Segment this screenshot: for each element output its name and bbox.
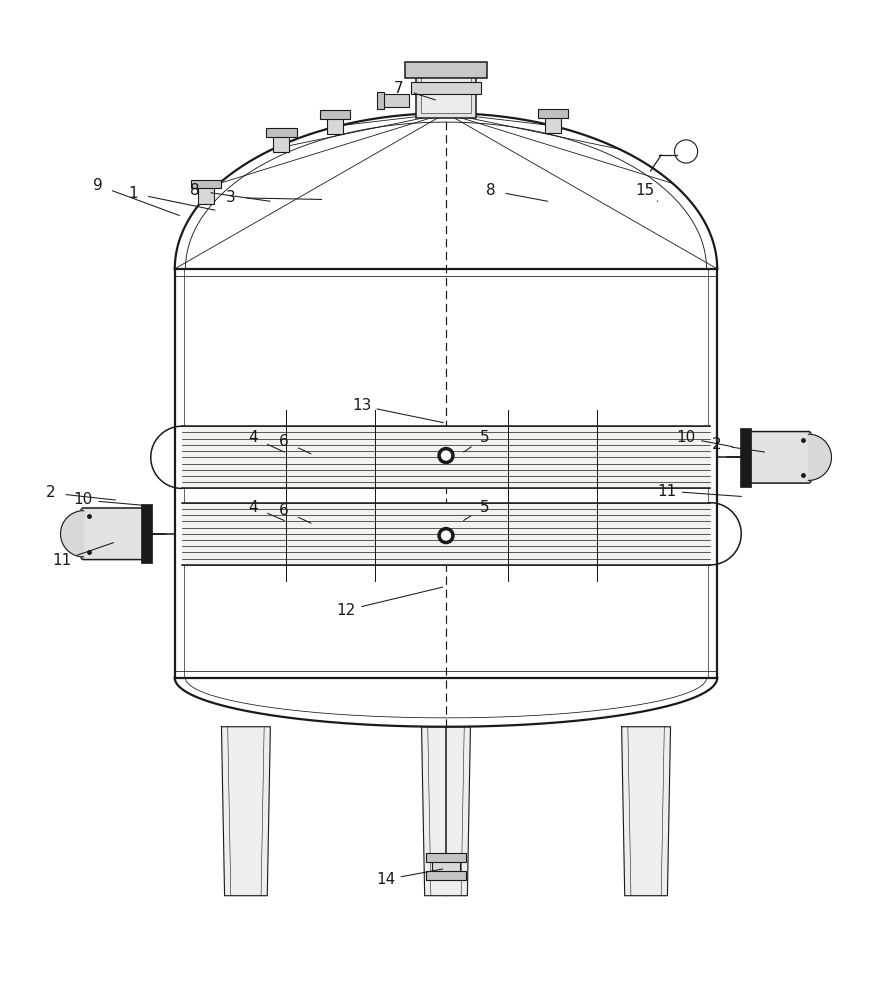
Bar bbox=[421, 69, 471, 113]
Text: 5: 5 bbox=[479, 500, 489, 515]
Circle shape bbox=[438, 448, 454, 464]
Bar bbox=[267, 128, 297, 137]
Bar bbox=[426, 853, 466, 862]
Bar bbox=[191, 180, 221, 188]
Polygon shape bbox=[622, 727, 671, 896]
Text: 4: 4 bbox=[248, 500, 258, 515]
Bar bbox=[411, 82, 481, 94]
Bar bbox=[319, 110, 350, 119]
Circle shape bbox=[438, 528, 454, 544]
Polygon shape bbox=[422, 727, 470, 896]
Bar bbox=[416, 69, 476, 118]
Bar bbox=[432, 857, 460, 878]
Bar bbox=[326, 114, 343, 134]
Bar bbox=[376, 92, 384, 109]
Text: 4: 4 bbox=[248, 430, 258, 445]
Text: 2: 2 bbox=[712, 437, 721, 452]
Text: 10: 10 bbox=[73, 492, 93, 508]
Text: 14: 14 bbox=[376, 872, 395, 887]
Bar bbox=[538, 109, 568, 118]
FancyBboxPatch shape bbox=[81, 508, 145, 560]
Polygon shape bbox=[808, 434, 831, 480]
Text: 7: 7 bbox=[394, 81, 404, 96]
FancyBboxPatch shape bbox=[747, 432, 811, 483]
Text: 1: 1 bbox=[128, 186, 137, 201]
Bar bbox=[739, 428, 750, 487]
Text: 15: 15 bbox=[636, 183, 655, 198]
Bar bbox=[182, 426, 710, 488]
Text: 2: 2 bbox=[45, 485, 55, 500]
Text: 10: 10 bbox=[676, 430, 696, 445]
Circle shape bbox=[442, 451, 450, 460]
Text: 11: 11 bbox=[53, 553, 71, 568]
Text: 12: 12 bbox=[337, 603, 356, 618]
Text: 6: 6 bbox=[279, 503, 289, 518]
Bar bbox=[182, 503, 710, 565]
Text: 13: 13 bbox=[351, 398, 371, 413]
Bar bbox=[545, 113, 561, 133]
Bar bbox=[382, 94, 409, 107]
Text: 3: 3 bbox=[226, 190, 235, 205]
Text: 8: 8 bbox=[190, 183, 200, 198]
Polygon shape bbox=[221, 727, 270, 896]
Bar bbox=[142, 504, 153, 563]
Bar bbox=[426, 871, 466, 880]
Text: 6: 6 bbox=[279, 434, 289, 449]
Text: 11: 11 bbox=[657, 484, 676, 499]
Circle shape bbox=[442, 531, 450, 540]
Text: 8: 8 bbox=[485, 183, 495, 198]
Bar bbox=[274, 133, 290, 152]
Polygon shape bbox=[61, 511, 84, 557]
Bar bbox=[405, 62, 487, 78]
Text: 5: 5 bbox=[479, 430, 489, 445]
Text: 9: 9 bbox=[93, 178, 103, 193]
Bar bbox=[198, 184, 214, 204]
